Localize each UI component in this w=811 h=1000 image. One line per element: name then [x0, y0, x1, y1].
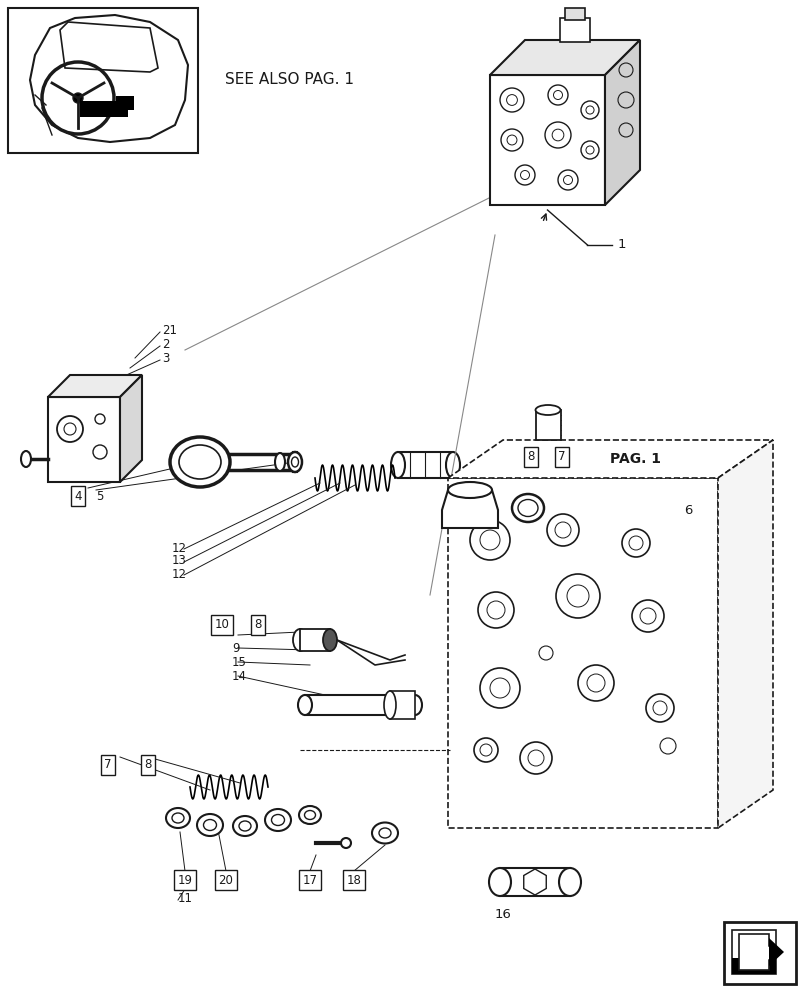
Text: 1: 1: [616, 238, 625, 251]
Bar: [564, 8, 584, 20]
Ellipse shape: [391, 452, 405, 478]
Ellipse shape: [407, 695, 422, 715]
Bar: [500, 868, 569, 896]
Text: 16: 16: [495, 908, 511, 922]
Ellipse shape: [384, 691, 396, 719]
Text: 7: 7: [104, 758, 112, 772]
Text: 21: 21: [162, 324, 177, 336]
Bar: [489, 75, 604, 205]
Bar: [8, 8, 198, 153]
Polygon shape: [604, 40, 639, 205]
Text: 8: 8: [144, 758, 152, 772]
Text: 4: 4: [74, 489, 82, 502]
Ellipse shape: [271, 814, 284, 826]
Ellipse shape: [197, 814, 223, 836]
Bar: [48, 397, 120, 482]
Bar: [723, 922, 795, 984]
Text: 19: 19: [178, 874, 192, 886]
Text: SEE ALSO PAG. 1: SEE ALSO PAG. 1: [225, 73, 354, 88]
FancyBboxPatch shape: [590, 443, 681, 475]
Polygon shape: [448, 440, 772, 478]
Text: 10: 10: [214, 618, 230, 632]
Text: 3: 3: [162, 352, 169, 364]
Circle shape: [341, 838, 350, 848]
Bar: [293, 452, 297, 472]
Text: 17: 17: [303, 874, 317, 886]
Ellipse shape: [293, 629, 307, 651]
Ellipse shape: [534, 405, 560, 415]
Ellipse shape: [275, 453, 285, 471]
Ellipse shape: [488, 868, 510, 896]
Ellipse shape: [172, 813, 184, 823]
Bar: [448, 478, 717, 828]
Bar: [80, 101, 128, 117]
Ellipse shape: [288, 452, 302, 472]
Bar: [299, 629, 329, 651]
Text: 13: 13: [172, 554, 187, 568]
Polygon shape: [717, 440, 772, 828]
Ellipse shape: [379, 828, 391, 838]
Ellipse shape: [165, 808, 190, 828]
Text: 12: 12: [172, 568, 187, 580]
Ellipse shape: [264, 809, 290, 831]
Text: 5: 5: [96, 489, 103, 502]
Ellipse shape: [371, 822, 397, 844]
Text: 9: 9: [232, 642, 239, 654]
Circle shape: [73, 93, 83, 103]
Text: 14: 14: [232, 670, 247, 682]
Polygon shape: [441, 490, 497, 528]
Text: 18: 18: [346, 874, 361, 886]
Text: PAG. 1: PAG. 1: [610, 452, 661, 466]
Bar: [116, 96, 134, 110]
Polygon shape: [489, 40, 639, 75]
Ellipse shape: [558, 868, 581, 896]
Ellipse shape: [169, 437, 230, 487]
Ellipse shape: [238, 821, 251, 831]
Ellipse shape: [178, 445, 221, 479]
Text: 8: 8: [254, 618, 261, 632]
Ellipse shape: [448, 482, 491, 498]
Polygon shape: [768, 938, 783, 966]
Text: 20: 20: [218, 874, 233, 886]
Text: 6: 6: [683, 504, 692, 516]
Ellipse shape: [517, 499, 538, 516]
Ellipse shape: [298, 695, 311, 715]
Ellipse shape: [233, 816, 257, 836]
Ellipse shape: [291, 457, 298, 467]
Ellipse shape: [512, 494, 543, 522]
Text: 15: 15: [232, 656, 247, 668]
Bar: [731, 958, 775, 974]
Text: 11: 11: [178, 892, 193, 904]
Ellipse shape: [445, 452, 460, 478]
Ellipse shape: [304, 810, 315, 820]
Ellipse shape: [298, 806, 320, 824]
Bar: [305, 695, 414, 715]
Polygon shape: [48, 375, 142, 397]
Polygon shape: [120, 375, 142, 482]
Bar: [560, 18, 590, 42]
Text: 2: 2: [162, 338, 169, 351]
Text: 12: 12: [172, 542, 187, 554]
Ellipse shape: [204, 820, 217, 830]
Ellipse shape: [21, 451, 31, 467]
Text: 7: 7: [558, 450, 565, 464]
Polygon shape: [738, 934, 781, 970]
Bar: [535, 410, 560, 440]
Bar: [397, 452, 453, 478]
Text: 8: 8: [526, 450, 534, 464]
Bar: [389, 691, 414, 719]
Ellipse shape: [323, 629, 337, 651]
